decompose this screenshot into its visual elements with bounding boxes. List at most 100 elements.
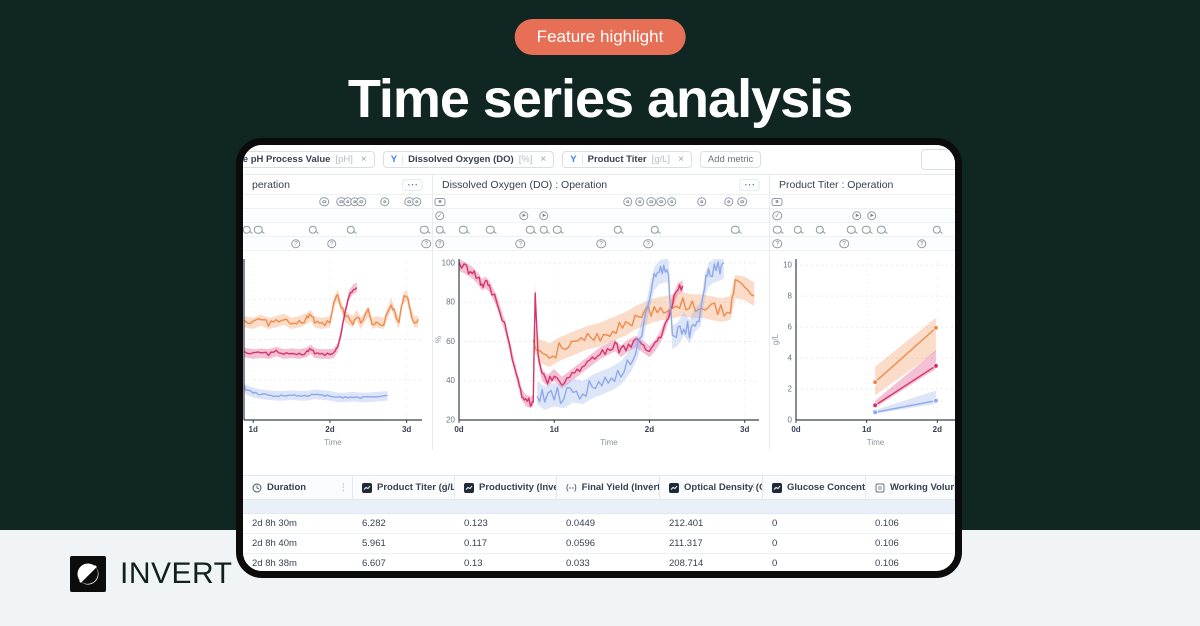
circle-event-icon[interactable] [412, 196, 422, 207]
chart-menu-button[interactable]: ⋯ [739, 178, 760, 191]
search-event-icon[interactable] [815, 225, 825, 234]
chart-plot[interactable]: 1d 2d 3d Time [243, 251, 432, 450]
search-event-icon[interactable] [731, 225, 740, 234]
event-track-row [770, 223, 955, 237]
chart-plot[interactable]: 20 40 60 80 100 0d 1d 2d 3d Time% [433, 251, 769, 450]
search-event-icon[interactable] [861, 225, 871, 234]
circle-event-icon[interactable] [723, 196, 734, 207]
search-event-icon[interactable] [613, 225, 623, 234]
search-event-icon[interactable] [458, 225, 468, 234]
chart-icon [669, 482, 679, 493]
circle-event-icon[interactable] [656, 196, 667, 207]
column-menu-icon[interactable]: ⋮ [749, 482, 758, 492]
column-header-label: Optical Density (OD)... [684, 482, 762, 493]
clock-icon [252, 483, 262, 493]
play-event-icon[interactable] [852, 210, 862, 221]
question-event-icon[interactable] [916, 238, 927, 249]
add-metric-button[interactable]: Add metric [699, 151, 762, 168]
metric-unit: [g/L] [651, 154, 671, 165]
chart-title: Dissolved Oxygen (DO) : Operation [442, 178, 608, 191]
chart-icon [464, 482, 474, 493]
column-header[interactable]: Glucose Concentrati...⋮ [763, 476, 866, 499]
svg-text:4: 4 [788, 354, 793, 363]
circle-event-icon[interactable] [634, 196, 645, 207]
table-row[interactable]: 2d 8h 40m 5.961 0.117 0.0596 211.317 0 0.106 [243, 534, 955, 554]
circle-event-icon[interactable] [666, 196, 677, 207]
search-event-icon[interactable] [553, 225, 562, 234]
chart-menu-button[interactable]: ⋯ [402, 178, 423, 191]
table-row[interactable]: 2d 8h 30m 6.282 0.123 0.0449 212.401 0 0.106 [243, 514, 955, 534]
remove-metric-icon[interactable]: × [360, 154, 367, 165]
column-menu-icon[interactable]: ⋮ [852, 482, 861, 492]
search-event-icon[interactable] [526, 225, 535, 234]
question-event-icon[interactable] [421, 238, 432, 249]
column-header[interactable]: Product Titer (g/L) [...⋮ [353, 476, 455, 499]
circle-event-icon[interactable] [319, 196, 330, 207]
axis-y-badge: Y [570, 154, 583, 165]
search-event-icon[interactable] [253, 225, 263, 234]
circle-event-icon[interactable] [646, 196, 657, 207]
question-event-icon[interactable] [839, 238, 849, 249]
question-event-icon[interactable] [291, 238, 301, 249]
column-header[interactable]: Productivity (Invert ...⋮ [455, 476, 557, 499]
table-filter-row[interactable] [243, 500, 955, 514]
check-event-icon[interactable] [434, 210, 445, 221]
search-event-icon[interactable] [847, 225, 856, 234]
axis-y-badge: Y [391, 154, 404, 165]
remove-metric-icon[interactable]: × [678, 154, 684, 165]
search-event-icon[interactable] [773, 225, 782, 234]
search-event-icon[interactable] [650, 225, 659, 234]
search-event-icon[interactable] [420, 225, 429, 234]
question-event-icon[interactable] [596, 238, 606, 249]
question-event-icon[interactable] [434, 238, 445, 249]
table-cell: 0.0449 [566, 518, 596, 529]
play-event-icon[interactable] [539, 210, 549, 221]
column-menu-icon[interactable]: ⋮ [441, 482, 450, 492]
svg-text:Time: Time [324, 438, 342, 447]
play-event-icon[interactable] [867, 210, 877, 221]
column-menu-icon[interactable]: ⋮ [543, 482, 552, 492]
document-icon [875, 483, 885, 493]
search-event-icon[interactable] [876, 225, 886, 234]
results-table-body: 2d 8h 30m 6.282 0.123 0.0449 212.401 0 0.106 2d… [243, 514, 955, 571]
circle-event-icon[interactable] [623, 196, 633, 207]
search-event-icon[interactable] [435, 225, 444, 234]
chart-plot[interactable]: 0 2 4 6 8 10 0d 1d 2d Time g/L [770, 251, 955, 450]
column-menu-icon[interactable]: ⋮ [646, 482, 655, 492]
remove-metric-icon[interactable]: × [540, 154, 547, 165]
column-menu-icon[interactable]: ⋮ [339, 482, 348, 492]
camera-event-icon[interactable] [771, 197, 783, 206]
search-event-icon[interactable] [308, 225, 318, 234]
metric-chip[interactable]: Y Dissolved Oxygen (DO) [%] × [382, 151, 555, 168]
column-header[interactable]: Duration ⋮ [243, 476, 353, 499]
metric-chip[interactable]: Y Product Titer [g/L] × [562, 151, 692, 168]
table-row[interactable]: 2d 8h 38m 6.607 0.13 0.033 208.714 0 0.106 [243, 554, 955, 571]
camera-event-icon[interactable] [434, 197, 446, 206]
svg-text:Time: Time [600, 438, 618, 447]
play-event-icon[interactable] [518, 210, 529, 221]
search-event-icon[interactable] [346, 225, 355, 234]
svg-text:2d: 2d [645, 425, 654, 434]
column-header[interactable]: (--) Final Yield (Invert for...⋮ [557, 476, 660, 499]
circle-event-icon[interactable] [380, 196, 390, 207]
search-event-icon[interactable] [485, 225, 495, 234]
question-event-icon[interactable] [772, 238, 783, 249]
column-header[interactable]: Optical Density (OD)...⋮ [660, 476, 763, 499]
search-event-icon[interactable] [539, 225, 549, 234]
search-event-icon[interactable] [793, 225, 802, 234]
circle-event-icon[interactable] [356, 196, 366, 207]
column-header[interactable]: Working Volume (L) ... [866, 476, 955, 499]
metric-chip[interactable]: ne pH Process Value [pH] × [243, 151, 375, 168]
circle-event-icon[interactable] [737, 196, 747, 207]
question-event-icon[interactable] [515, 238, 526, 249]
clipped-toolbar-button[interactable] [921, 149, 955, 170]
question-event-icon[interactable] [327, 238, 337, 249]
question-event-icon[interactable] [643, 238, 653, 249]
chart-svg: 20 40 60 80 100 0d 1d 2d 3d Time% [434, 258, 759, 447]
search-event-icon[interactable] [243, 225, 252, 234]
column-header-label: Product Titer (g/L) [... [377, 482, 454, 493]
check-event-icon[interactable] [772, 210, 783, 221]
search-event-icon[interactable] [932, 225, 941, 234]
column-header-label: Final Yield (Invert for... [581, 482, 660, 493]
circle-event-icon[interactable] [697, 196, 707, 207]
